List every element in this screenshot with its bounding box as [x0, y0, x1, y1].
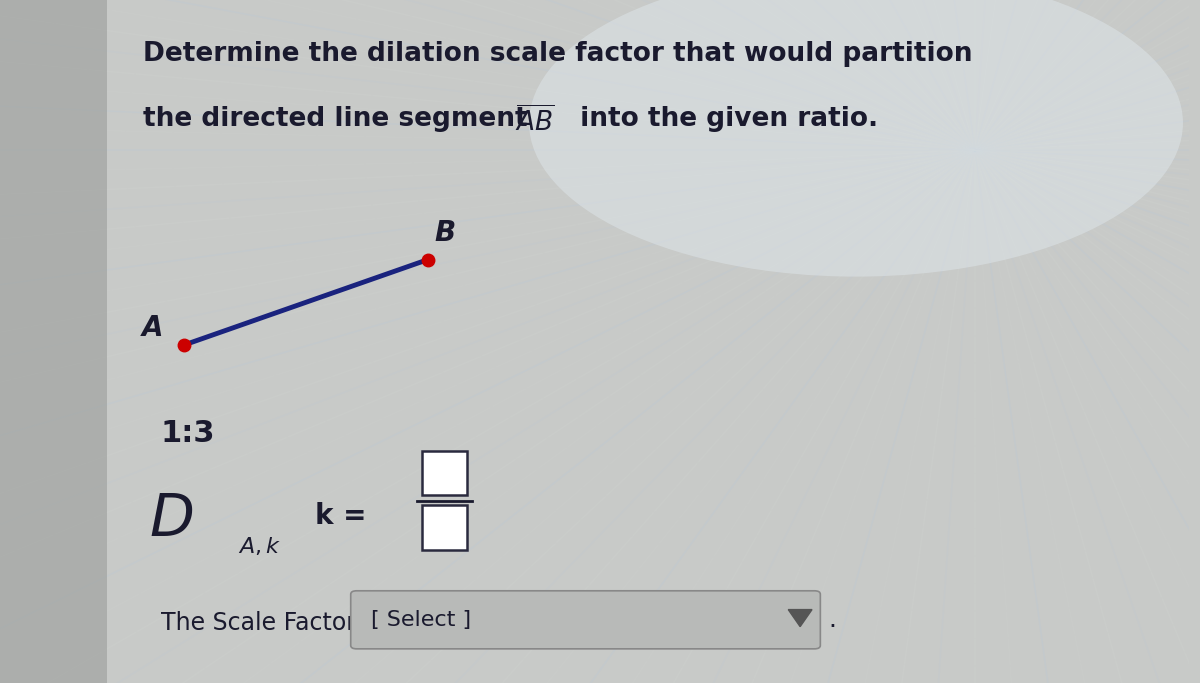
Text: B: B — [434, 219, 455, 247]
Bar — [422, 505, 467, 550]
Ellipse shape — [529, 0, 1183, 277]
FancyBboxPatch shape — [0, 0, 107, 683]
Text: A: A — [142, 313, 163, 342]
Text: into the given ratio.: into the given ratio. — [571, 106, 877, 132]
Text: k =: k = — [316, 502, 366, 529]
Bar — [422, 451, 467, 495]
Text: .: . — [829, 608, 836, 632]
Text: $\mathit{A,k}$: $\mathit{A,k}$ — [238, 535, 281, 557]
Text: [ Select ]: [ Select ] — [371, 610, 472, 630]
Text: 1:3: 1:3 — [161, 419, 215, 448]
Text: $\overline{AB}$: $\overline{AB}$ — [515, 106, 554, 137]
Text: The Scale Factor is: The Scale Factor is — [161, 611, 382, 635]
Polygon shape — [788, 609, 812, 627]
Text: the directed line segment: the directed line segment — [143, 106, 536, 132]
Text: Determine the dilation scale factor that would partition: Determine the dilation scale factor that… — [143, 41, 972, 67]
FancyBboxPatch shape — [350, 591, 821, 649]
Text: $\mathit{D}$: $\mathit{D}$ — [149, 490, 193, 548]
